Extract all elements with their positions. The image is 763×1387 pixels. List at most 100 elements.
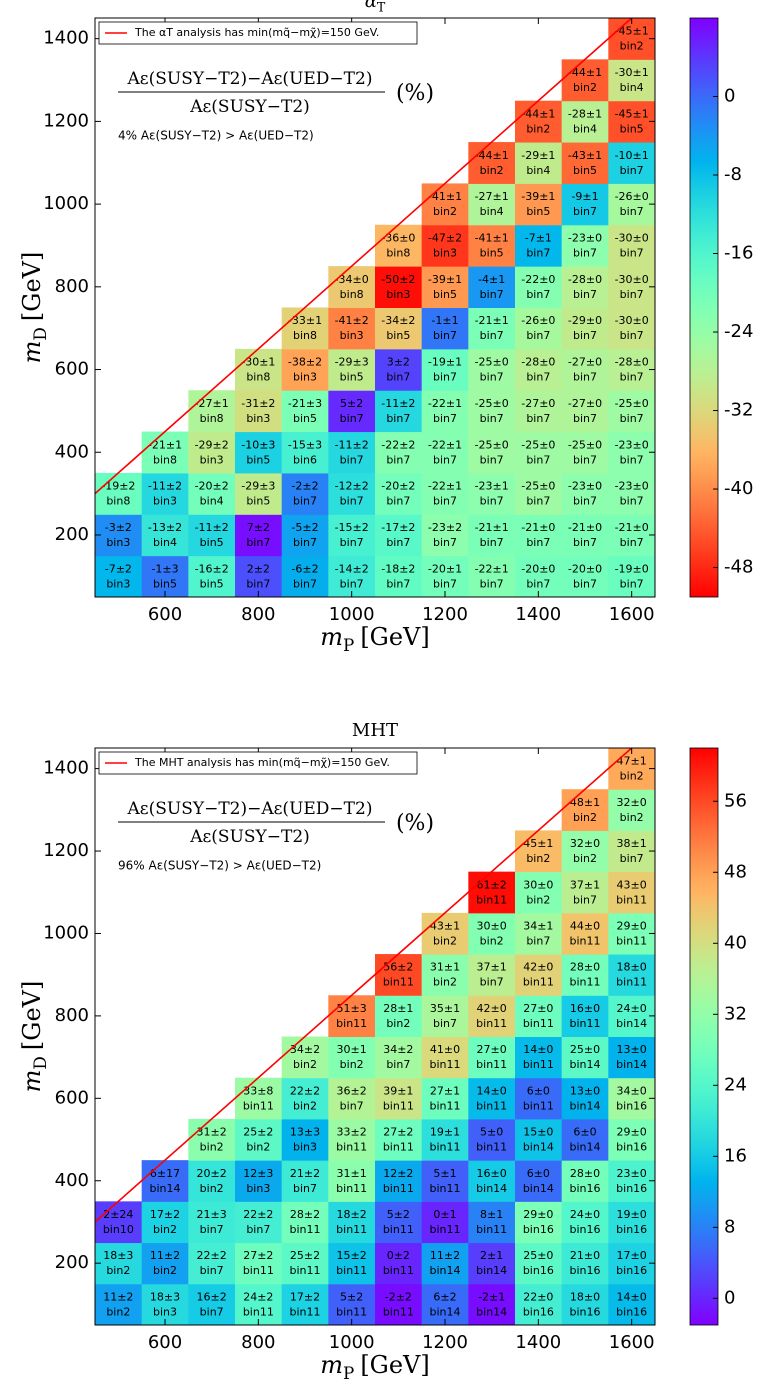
heatmap-cell — [468, 266, 516, 308]
cell-bin-label: bin3 — [106, 536, 130, 549]
heatmap-cell — [281, 1118, 329, 1161]
cell-value-label: -29±2 — [195, 438, 229, 451]
colorbar-tick-label: 0 — [724, 1287, 735, 1308]
heatmap-cell — [468, 995, 516, 1037]
cell-bin-label: bin7 — [246, 1223, 270, 1236]
heatmap-cell — [608, 912, 655, 955]
cell-bin-label: bin7 — [200, 1223, 224, 1236]
heatmap-cell — [281, 1283, 329, 1325]
cell-value-label: 38±1 — [617, 837, 647, 850]
cell-value-label: 41±0 — [430, 1043, 460, 1056]
cell-bin-label: bin11 — [243, 1264, 274, 1277]
cell-value-label: 19±1 — [430, 1126, 460, 1139]
cell-value-label: -10±1 — [615, 149, 649, 162]
colorbar-tick-label: 0 — [724, 86, 735, 107]
heatmap-cell — [375, 431, 423, 474]
cell-value-label: 24±0 — [570, 1208, 600, 1221]
heatmap-cell — [95, 514, 143, 557]
cell-value-label: 34±1 — [523, 919, 553, 932]
cell-bin-label: bin7 — [620, 852, 644, 865]
cell-bin-label: bin7 — [480, 495, 504, 508]
cell-bin-label: bin4 — [480, 205, 504, 218]
heatmap-cell — [468, 1242, 516, 1285]
heatmap-cell — [515, 266, 563, 308]
cell-bin-label: bin4 — [153, 536, 177, 549]
cell-value-label: 43±1 — [430, 919, 460, 932]
cell-bin-label: bin7 — [433, 577, 457, 590]
heatmap-cell — [515, 472, 563, 515]
cell-bin-label: bin7 — [340, 577, 364, 590]
cell-value-label: 13±0 — [570, 1084, 600, 1097]
cell-value-label: -25±0 — [475, 438, 509, 451]
colorbar-tick-label: 48 — [724, 861, 747, 882]
heatmap-cell — [608, 555, 655, 597]
cell-value-label: 44±0 — [570, 919, 600, 932]
heatmap-cell — [421, 1242, 469, 1285]
heatmap-cell — [561, 1118, 609, 1161]
cell-bin-label: bin7 — [526, 577, 550, 590]
cell-value-label: 21±2 — [290, 1167, 320, 1180]
y-tick-label: 400 — [55, 1170, 89, 1191]
cell-value-label: -22±1 — [428, 438, 462, 451]
cell-value-label: 21±0 — [570, 1249, 600, 1262]
x-tick-label: 800 — [241, 604, 275, 625]
heatmap-cell — [188, 1160, 236, 1202]
cell-value-label: -44±1 — [475, 149, 509, 162]
heatmap-cell — [188, 1118, 236, 1161]
cell-bin-label: bin11 — [243, 1305, 274, 1318]
heatmap-cell — [561, 912, 609, 955]
heatmap-cell — [328, 431, 376, 474]
heatmap-cell — [515, 1160, 563, 1202]
heatmap-cell — [561, 1160, 609, 1202]
cell-bin-label: bin3 — [246, 412, 270, 425]
heatmap-cell — [141, 514, 189, 557]
colorbar-tick-label: 8 — [724, 1216, 735, 1237]
cell-value-label: 33±8 — [243, 1084, 273, 1097]
cell-value-label: -14±2 — [335, 562, 369, 575]
formula-denominator: Aε(SUSY−T2) — [189, 97, 310, 117]
cell-bin-label: bin2 — [246, 1141, 270, 1154]
cell-bin-label: bin11 — [243, 1099, 274, 1112]
cell-bin-label: bin2 — [573, 81, 597, 94]
cell-value-label: 0±1 — [433, 1208, 456, 1221]
heatmap-cell — [235, 1160, 283, 1202]
cell-value-label: -45±1 — [615, 107, 649, 120]
heatmap-cell — [328, 1118, 376, 1161]
y-axis-label: mD[GeV] — [18, 981, 50, 1093]
cell-value-label: -2±2 — [385, 1290, 412, 1303]
cell-bin-label: bin4 — [200, 495, 224, 508]
heatmap-cell — [515, 1242, 563, 1285]
legend-box — [98, 21, 418, 45]
cell-bin-label: bin11 — [289, 1305, 320, 1318]
cell-bin-label: bin7 — [200, 1264, 224, 1277]
heatmap-cell — [328, 1160, 376, 1202]
cell-bin-label: bin7 — [573, 577, 597, 590]
heatmap-cell — [421, 912, 469, 955]
cell-bin-label: bin2 — [153, 1223, 177, 1236]
cell-value-label: 6±2 — [433, 1290, 456, 1303]
y-tick-label: 1200 — [43, 840, 89, 861]
cell-value-label: -30±0 — [615, 231, 649, 244]
cell-bin-label: bin11 — [336, 1264, 367, 1277]
heatmap-cell — [375, 1077, 423, 1120]
annotation: 4% Aε(SUSY−T2) > Aε(UED−T2) — [118, 129, 314, 143]
colorbar — [689, 747, 719, 1326]
heatmap-cell — [188, 1283, 236, 1325]
cell-bin-label: bin8 — [340, 288, 364, 301]
x-tick-label: 1600 — [609, 1332, 655, 1353]
cell-bin-label: bin11 — [289, 1223, 320, 1236]
colorbar-tick-label: -24 — [724, 321, 753, 342]
cell-bin-label: bin11 — [476, 1223, 507, 1236]
cell-bin-label: bin7 — [480, 536, 504, 549]
cell-value-label: 5±0 — [480, 1126, 503, 1139]
cell-value-label: -21±1 — [148, 438, 182, 451]
cell-bin-label: bin5 — [246, 453, 270, 466]
cell-value-label: 42±0 — [477, 1002, 507, 1015]
heatmap-cell — [328, 514, 376, 557]
heatmap-cell — [468, 472, 516, 515]
cell-bin-label: bin7 — [526, 412, 550, 425]
heatmap-cell — [561, 307, 609, 350]
heatmap-cell — [421, 1201, 469, 1244]
cell-value-label: -7±2 — [105, 562, 132, 575]
heatmap-cell — [421, 472, 469, 515]
